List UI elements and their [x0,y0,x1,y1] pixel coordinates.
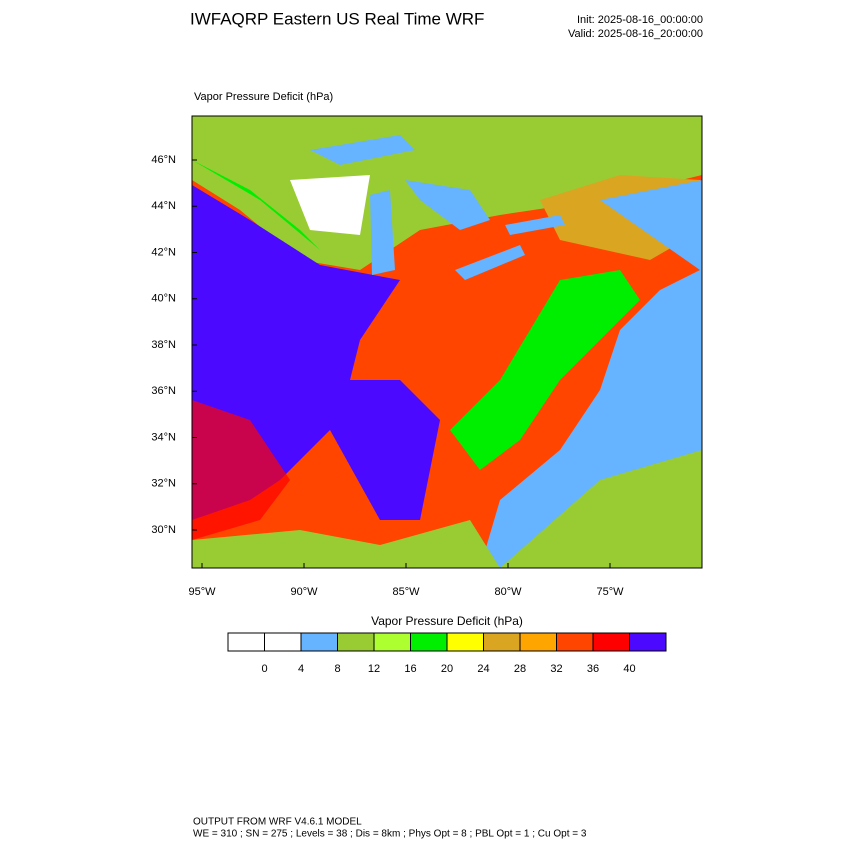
colorbar-box [337,632,375,652]
lat-label: 34°N [151,431,176,443]
lat-label: 38°N [151,339,176,351]
colorbar-box [227,632,265,652]
init-time: Init: 2025-08-16_00:00:00 [577,14,703,26]
colorbar-title: Vapor Pressure Deficit (hPa) [371,614,523,628]
colorbar-label: 8 [334,663,340,675]
colorbar-box [519,632,557,652]
lon-label: 95°W [188,586,216,598]
colorbar-label: 28 [514,663,526,675]
map-title: Vapor Pressure Deficit (hPa) [194,91,333,103]
lon-label: 75°W [596,586,624,598]
lat-label: 46°N [151,154,176,166]
colorbar-box [373,632,411,652]
colorbar-label: 36 [587,663,599,675]
colorbar-label: 32 [550,663,562,675]
colorbar-label: 12 [368,663,380,675]
colorbar-label: 40 [623,663,635,675]
colorbar-label: 20 [441,663,453,675]
lat-label: 32°N [151,478,176,490]
colorbar-box [446,632,484,652]
map [191,115,703,569]
colorbar-label: 24 [477,663,489,675]
colorbar-box [592,632,630,652]
footer-line: OUTPUT FROM WRF V4.6.1 MODEL [193,817,362,828]
colorbar-label: 4 [298,663,304,675]
lat-label: 36°N [151,385,176,397]
colorbar-box [410,632,448,652]
colorbar-box [300,632,338,652]
valid-time: Valid: 2025-08-16_20:00:00 [568,28,703,40]
colorbar-box [629,632,667,652]
title: IWFAQRP Eastern US Real Time WRF [190,9,484,28]
colorbar-box [483,632,521,652]
footer-line: WE = 310 ; SN = 275 ; Levels = 38 ; Dis … [193,829,587,840]
lat-label: 30°N [151,524,176,536]
colorbar-label: 16 [404,663,416,675]
lat-label: 44°N [151,200,176,212]
lon-label: 90°W [290,586,318,598]
lon-label: 80°W [494,586,522,598]
colorbar-box [556,632,594,652]
colorbar-label: 0 [261,663,267,675]
colorbar-box [264,632,302,652]
lat-label: 42°N [151,246,176,258]
lon-label: 85°W [392,586,420,598]
lat-label: 40°N [151,293,176,305]
